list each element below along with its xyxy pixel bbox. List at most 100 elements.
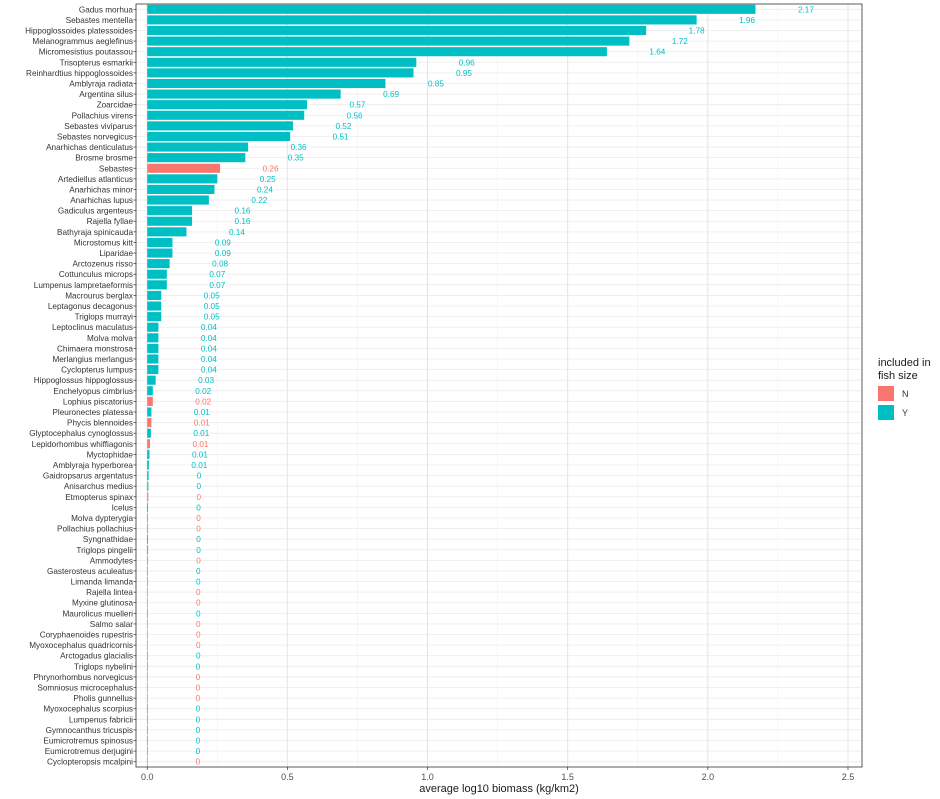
value-label: 0.57: [349, 101, 365, 110]
bar: [147, 704, 148, 714]
category-label: Glyptocephalus cynoglossus: [29, 429, 133, 438]
bar: [147, 333, 159, 343]
category-label: Melanogrammus aeglefinus: [32, 37, 133, 46]
value-label: 0.85: [428, 79, 444, 88]
bar: [147, 68, 414, 78]
value-label: 0.25: [260, 175, 276, 184]
value-label: 0.52: [335, 122, 351, 131]
bar: [147, 386, 153, 396]
value-label: 0: [196, 737, 201, 746]
plot-border: [135, 3, 863, 768]
value-label: 0.04: [201, 355, 217, 364]
value-label: 0: [196, 514, 201, 523]
x-tick-label: 1.0: [421, 772, 434, 782]
value-label: 0: [196, 631, 201, 640]
category-label: Myctophidae: [87, 450, 134, 459]
legend-item-y: Y: [878, 404, 940, 421]
x-axis-title: average log10 biomass (kg/km2): [419, 783, 579, 795]
bar: [147, 566, 148, 576]
category-label: Coryphaenoides rupestris: [40, 631, 133, 640]
bar: [147, 343, 159, 353]
bar: [147, 471, 149, 481]
category-label: Anarhichas denticulatus: [46, 143, 133, 152]
legend-key-y: [878, 405, 894, 420]
category-label: Argentina silus: [79, 90, 133, 99]
bar: [147, 608, 148, 618]
category-label: Sebastes mentella: [66, 16, 134, 25]
value-label: 0.96: [459, 58, 475, 67]
legend-label-y: Y: [902, 407, 909, 418]
value-label: 0: [197, 493, 202, 502]
value-label: 0.22: [251, 196, 267, 205]
bar: [147, 195, 209, 205]
category-label: Triglops pingelii: [76, 546, 133, 555]
category-label: Macrourus berglax: [65, 291, 133, 300]
bar: [147, 587, 148, 597]
value-label: 0.04: [201, 334, 217, 343]
value-label: 0.24: [257, 185, 273, 194]
bar: [147, 25, 647, 36]
bar: [147, 216, 193, 226]
category-label: Pollachius pollachius: [57, 525, 133, 534]
category-label: Gymnocanthus tricuspis: [46, 726, 133, 735]
grid-lines: [136, 4, 862, 767]
legend-key-n: [878, 386, 894, 401]
bar: [147, 110, 305, 120]
category-label: Amblyraja radiata: [69, 79, 133, 88]
category-label: Lophius piscatorius: [63, 397, 133, 406]
value-label: 0.16: [235, 217, 251, 226]
value-label: 0: [196, 535, 201, 544]
value-label: 0.04: [201, 344, 217, 353]
value-label: 0.07: [209, 281, 225, 290]
value-label: 2.17: [798, 5, 814, 14]
x-tick-label: 1.5: [561, 772, 574, 782]
bar: [147, 682, 148, 693]
bar: [147, 555, 149, 565]
category-label: Artediellus atlanticus: [58, 175, 133, 184]
x-tick-label: 2.5: [842, 772, 855, 782]
value-label: 0: [196, 525, 201, 534]
value-label: 0: [196, 546, 201, 555]
value-label: 0.14: [229, 228, 245, 237]
value-label: 0: [196, 588, 201, 597]
value-label: 0.05: [204, 302, 220, 311]
category-label: Reinhardtius hippoglossoides: [26, 69, 133, 78]
value-label: 0: [196, 715, 201, 724]
value-label: 0: [196, 503, 201, 512]
category-label: Sebastes viviparus: [64, 122, 133, 131]
bar: [147, 100, 307, 110]
bar: [147, 513, 149, 523]
value-label: 0.02: [195, 397, 211, 406]
legend-label-n: N: [902, 388, 909, 399]
category-label: Microstomus kitt: [74, 238, 134, 247]
plot-panel: [136, 4, 862, 767]
bar: [147, 290, 162, 300]
bar: [147, 36, 630, 46]
bar: [147, 163, 221, 173]
bar: [147, 725, 148, 735]
value-label: 1.96: [739, 16, 755, 25]
value-label: 0: [196, 705, 201, 714]
value-label: 0: [196, 567, 201, 576]
bar: [147, 269, 167, 279]
value-label: 0: [196, 652, 201, 661]
value-label: 0: [196, 694, 201, 703]
bar: [147, 237, 173, 247]
category-label: Rajella fyllae: [87, 217, 134, 226]
category-label: Arctogadus glacialis: [60, 652, 133, 661]
bar: [147, 142, 249, 152]
value-label: 1.72: [672, 37, 688, 46]
category-label: Eumicrotremus spinosus: [43, 737, 133, 746]
category-label: Limanda limanda: [71, 578, 134, 587]
bar: [147, 206, 193, 216]
category-label: Hippoglossus hippoglossus: [34, 376, 133, 385]
value-label: 0: [196, 641, 201, 650]
value-label: 0.01: [194, 408, 210, 417]
category-label: Pleuronectes platessa: [52, 408, 133, 417]
bar: [147, 89, 341, 99]
category-label: Lumpenus lampretaeformis: [34, 281, 133, 290]
bar: [147, 439, 151, 449]
category-label: Gasterosteus aculeatus: [47, 567, 133, 576]
category-label: Sebastes: [99, 164, 133, 173]
category-label: Phycis blennoides: [67, 419, 133, 428]
